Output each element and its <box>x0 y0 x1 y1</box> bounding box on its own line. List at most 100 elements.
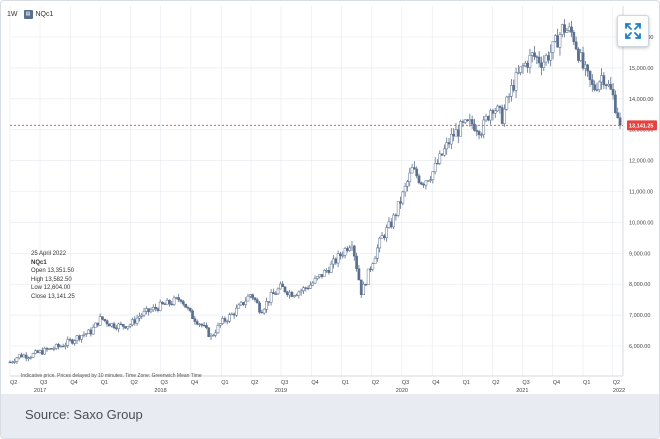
candle-body <box>473 123 476 131</box>
price-chart[interactable]: 6,000.00 7,000.00 8,000.00 9,000.00 10,000.0… <box>1 1 659 394</box>
candle-body <box>406 181 409 187</box>
y-tick-label: 12,000.00 <box>629 159 653 165</box>
candle-body <box>163 303 167 305</box>
candle-body <box>244 300 248 305</box>
x-tick-label: Q1 <box>221 380 228 386</box>
candle-body <box>339 253 342 256</box>
candle-body <box>507 96 511 98</box>
candle-body <box>198 323 201 326</box>
candle-body <box>408 172 412 182</box>
candle-body <box>357 268 361 281</box>
candle-body <box>447 142 451 145</box>
candle-body <box>590 79 594 85</box>
x-year-label: 2022 <box>613 388 625 394</box>
candle-body <box>413 167 416 170</box>
candle-body <box>158 301 162 311</box>
candle-body <box>533 52 536 57</box>
candle-body <box>170 303 174 306</box>
candle-body <box>313 278 317 284</box>
candle-body <box>165 299 169 305</box>
candle-body <box>274 293 278 295</box>
candle-body <box>322 270 326 277</box>
candle-body <box>602 75 606 85</box>
x-tick-label: Q4 <box>553 380 560 386</box>
candle-body <box>604 84 608 86</box>
candle-body <box>329 263 333 273</box>
candle-body <box>302 287 305 292</box>
candle-body <box>586 64 590 72</box>
candle-body <box>436 162 439 165</box>
candle-body <box>54 344 58 349</box>
symbol-label[interactable]: ▤ NQc1 <box>23 9 54 19</box>
candle-body <box>200 323 204 326</box>
candle-body <box>565 30 569 33</box>
candle-body <box>336 253 340 264</box>
candle-body <box>403 186 407 193</box>
candle-body <box>537 56 541 64</box>
candle-body <box>593 84 596 90</box>
candle-body <box>211 334 215 337</box>
candle-body <box>475 130 479 132</box>
y-tick-label: 13,000.00 <box>629 128 653 134</box>
candle-body <box>341 255 345 257</box>
candle-body <box>551 41 555 53</box>
candle-body <box>327 270 331 273</box>
candle-body <box>124 326 127 329</box>
candle-body <box>581 52 585 69</box>
candle-body <box>526 62 529 68</box>
candle-body <box>535 56 539 58</box>
candle-body <box>600 75 603 83</box>
candle-body <box>558 34 562 48</box>
candle-body <box>364 284 368 286</box>
candle-body <box>415 168 419 177</box>
candle-body <box>59 345 63 348</box>
symbol-text: NQc1 <box>35 10 54 18</box>
candle-body <box>91 327 95 335</box>
candle-body <box>193 318 197 322</box>
candle-body <box>445 142 449 150</box>
candle-body <box>94 322 97 328</box>
candle-body <box>553 35 557 42</box>
candle-body <box>574 41 578 50</box>
candle-body <box>207 327 211 337</box>
candle-body <box>50 348 53 350</box>
candle-body <box>38 350 42 353</box>
candle-body <box>246 295 250 302</box>
candle-body <box>346 248 349 251</box>
candle-body <box>417 175 421 183</box>
candle-body <box>138 316 141 319</box>
candle-body <box>175 297 178 299</box>
candle-body <box>480 134 483 136</box>
last-price-label: 13,141.25 <box>629 124 653 130</box>
candle-body <box>269 292 273 303</box>
candle-body <box>299 290 303 293</box>
candle-body <box>431 171 435 180</box>
candle-body <box>22 354 26 358</box>
x-year-label: 2021 <box>516 388 528 394</box>
candle-body <box>151 307 155 311</box>
candle-body <box>103 318 107 321</box>
candle-body <box>343 248 347 256</box>
expand-button[interactable] <box>617 15 649 47</box>
candle-body <box>607 83 610 86</box>
x-year-label: 2018 <box>154 388 166 394</box>
candle-body <box>20 354 23 358</box>
candle-body <box>466 119 469 122</box>
candle-body <box>410 167 414 174</box>
expand-arrows-icon <box>625 23 641 39</box>
candle-body <box>290 291 294 297</box>
interval-label[interactable]: 1W <box>7 10 18 18</box>
candle-body <box>401 191 405 204</box>
chart-header: 1W ▤ NQc1 <box>7 7 53 21</box>
candle-body <box>461 121 465 123</box>
candle-body <box>225 320 229 323</box>
candle-body <box>477 131 481 136</box>
candle-body <box>567 26 571 31</box>
x-year-label: 2019 <box>275 388 287 394</box>
candle-body <box>311 282 315 286</box>
x-tick-label: Q4 <box>191 380 198 386</box>
candle-body <box>43 348 47 355</box>
candle-body <box>248 294 252 297</box>
candle-body <box>71 339 74 344</box>
candle-body <box>486 116 490 121</box>
